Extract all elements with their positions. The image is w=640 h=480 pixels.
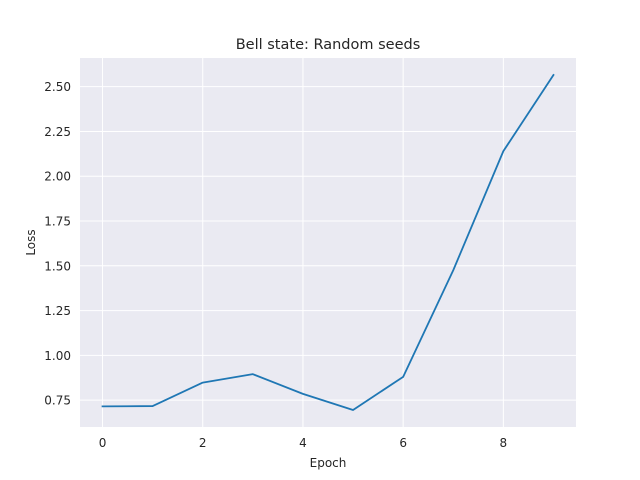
x-tick-label: 6 xyxy=(399,436,407,450)
y-tick-label: 2.25 xyxy=(44,125,71,139)
x-tick-label: 4 xyxy=(299,436,307,450)
x-axis-ticks: 0 2 4 6 8 xyxy=(99,436,507,450)
y-axis-ticks: 0.75 1.00 1.25 1.50 1.75 2.00 2.25 2.50 xyxy=(44,80,71,407)
chart-title: Bell state: Random seeds xyxy=(236,37,421,53)
x-tick-label: 8 xyxy=(500,436,508,450)
series-line xyxy=(101,73,555,411)
y-tick-label: 1.50 xyxy=(44,259,71,273)
plot-area xyxy=(80,58,576,427)
y-tick-label: 2.50 xyxy=(44,80,71,94)
y-tick-label: 2.00 xyxy=(44,170,71,184)
y-axis-label: Loss xyxy=(24,229,38,255)
series-layer xyxy=(101,73,555,411)
x-tick-label: 0 xyxy=(99,436,107,450)
y-tick-label: 1.25 xyxy=(44,304,71,318)
x-axis-label: Epoch xyxy=(310,456,347,470)
grid-lines xyxy=(80,58,576,427)
y-tick-label: 0.75 xyxy=(44,394,71,408)
x-tick-label: 2 xyxy=(199,436,207,450)
y-tick-label: 1.00 xyxy=(44,349,71,363)
y-tick-label: 1.75 xyxy=(44,215,71,229)
